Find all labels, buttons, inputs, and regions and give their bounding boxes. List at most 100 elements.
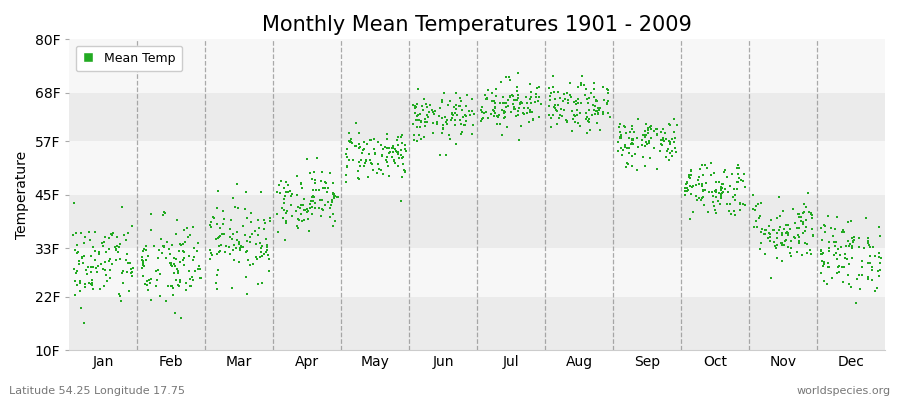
Point [774, 240, 788, 246]
Point [180, 225, 194, 232]
Point [686, 209, 700, 215]
Point [304, 198, 319, 204]
Point [88, 265, 103, 272]
Point [176, 249, 191, 256]
Point [656, 126, 670, 132]
Point [600, 86, 615, 93]
Point [325, 198, 339, 205]
Point [239, 188, 254, 195]
Point [92, 248, 106, 255]
Point [344, 136, 358, 142]
Point [830, 256, 844, 262]
Point [754, 240, 769, 246]
Point [513, 100, 527, 106]
Point [395, 154, 410, 160]
Point [342, 130, 356, 136]
Point [343, 138, 357, 145]
Point [465, 96, 480, 102]
Point [816, 250, 831, 256]
Point [678, 192, 692, 198]
Point [698, 180, 713, 186]
Point [307, 194, 321, 200]
Point [297, 207, 311, 214]
Point [327, 191, 341, 198]
Point [860, 275, 875, 281]
Point [325, 199, 339, 205]
Point [621, 161, 635, 168]
Point [395, 140, 410, 146]
Point [797, 200, 812, 207]
Point [814, 246, 829, 253]
Point [758, 231, 772, 237]
Point [730, 185, 744, 192]
Point [295, 218, 310, 224]
Point [426, 130, 440, 137]
Point [330, 194, 345, 200]
Point [136, 262, 150, 268]
Point [408, 105, 422, 112]
Point [763, 233, 778, 240]
Point [503, 76, 517, 83]
Point [817, 259, 832, 266]
Point [344, 139, 358, 145]
Point [507, 104, 521, 110]
Point [75, 255, 89, 261]
Point [284, 193, 298, 199]
Point [696, 194, 710, 200]
Point [304, 176, 319, 183]
Point [66, 232, 80, 238]
Point [393, 147, 408, 153]
Point [613, 135, 627, 141]
Point [842, 243, 856, 249]
Point [447, 104, 462, 110]
Point [562, 96, 576, 103]
Point [391, 142, 405, 148]
Point [69, 250, 84, 256]
Point [805, 210, 819, 216]
Point [104, 261, 119, 268]
Point [481, 87, 495, 93]
Point [667, 138, 681, 145]
Point [646, 145, 661, 152]
Point [589, 108, 603, 114]
Point [69, 282, 84, 288]
Point [790, 232, 805, 238]
Point [315, 207, 329, 213]
Point [357, 139, 372, 146]
Point [652, 148, 667, 154]
Point [712, 190, 726, 196]
Point [695, 162, 709, 168]
Point [499, 104, 513, 111]
Point [821, 212, 835, 219]
Point [479, 108, 493, 115]
Point [210, 286, 224, 292]
Point [563, 94, 578, 101]
Point [221, 244, 236, 250]
Point [210, 250, 224, 257]
Point [139, 257, 153, 263]
Point [73, 280, 87, 286]
Point [561, 100, 575, 106]
Point [508, 113, 523, 119]
Point [387, 156, 401, 163]
Point [143, 280, 157, 286]
Point [454, 129, 469, 135]
Point [806, 232, 821, 239]
Point [84, 264, 98, 270]
Point [165, 263, 179, 270]
Point [704, 160, 718, 166]
Point [312, 187, 327, 193]
Point [230, 229, 244, 235]
Text: worldspecies.org: worldspecies.org [796, 386, 891, 396]
Point [243, 233, 257, 240]
Point [186, 277, 201, 284]
Point [394, 152, 409, 158]
Point [173, 241, 187, 248]
Point [118, 237, 132, 244]
Point [324, 201, 338, 208]
Point [690, 196, 705, 203]
Point [366, 146, 381, 152]
Point [103, 267, 117, 274]
Point [783, 253, 797, 260]
Point [643, 124, 657, 130]
